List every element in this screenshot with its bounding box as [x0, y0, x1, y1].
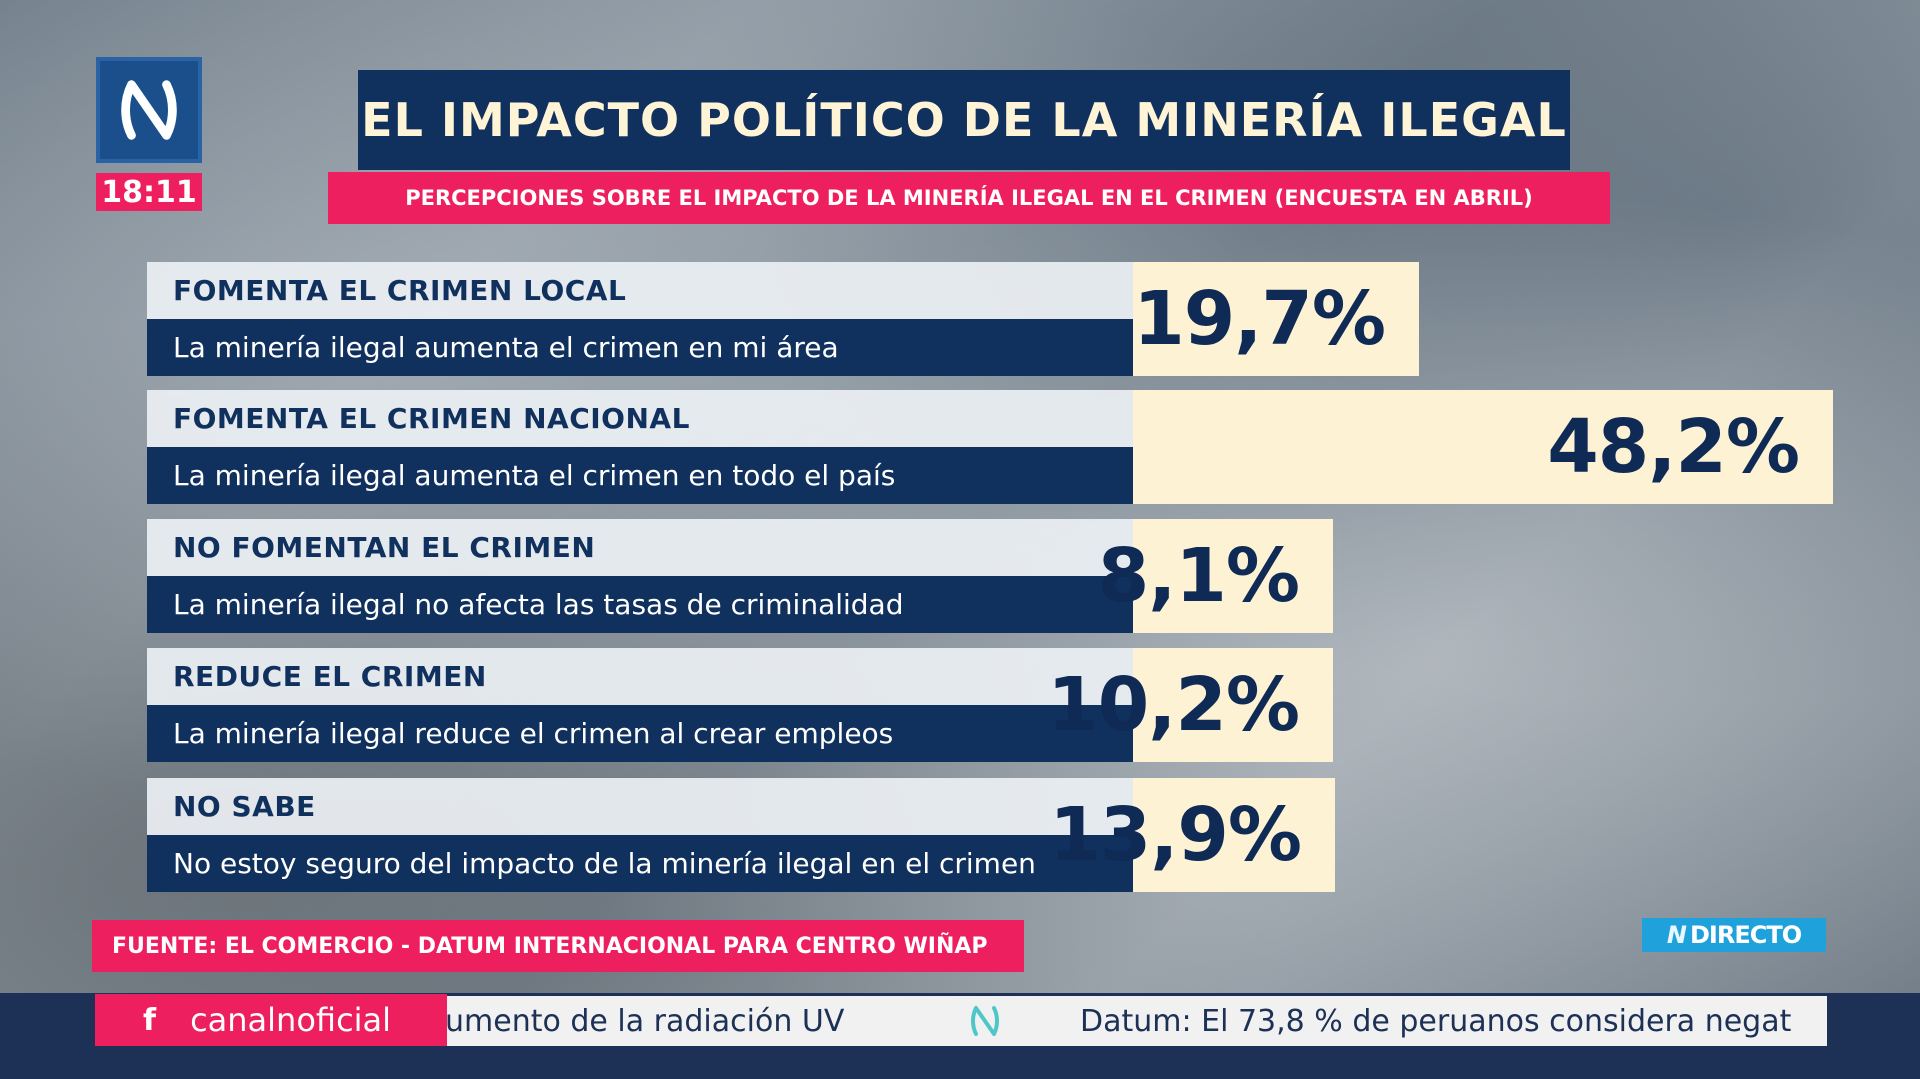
value-bar: 48,2%	[1133, 390, 1833, 504]
category-description: La minería ilegal aumenta el crimen en t…	[147, 447, 1133, 504]
category-label: FOMENTA EL CRIMEN LOCAL	[147, 262, 1133, 319]
live-badge-logo: N	[1666, 921, 1687, 949]
category-description: La minería ilegal no afecta las tasas de…	[147, 576, 1133, 633]
chart-row: NO FOMENTAN EL CRIMEN La minería ilegal …	[147, 519, 1133, 633]
source-label: FUENTE: EL COMERCIO - DATUM INTERNACIONA…	[92, 920, 1024, 972]
ticker-item: Datum: El 73,8 % de peruanos considera n…	[1080, 1003, 1792, 1039]
chart-subtitle: PERCEPCIONES SOBRE EL IMPACTO DE LA MINE…	[328, 172, 1610, 224]
category-label: REDUCE EL CRIMEN	[147, 648, 1133, 705]
chart-title: EL IMPACTO POLÍTICO DE LA MINERÍA ILEGAL	[358, 70, 1570, 170]
value-label: 8,1%	[1097, 533, 1300, 619]
value-label: 19,7%	[1133, 276, 1386, 362]
chart-row: FOMENTA EL CRIMEN LOCAL La minería ilega…	[147, 262, 1133, 376]
value-label: 10,2%	[1047, 662, 1300, 748]
canal-n-ticker-icon	[971, 1006, 999, 1036]
category-description: La minería ilegal aumenta el crimen en m…	[147, 319, 1133, 376]
value-bar: 19,7%	[1133, 262, 1419, 376]
category-description: No estoy seguro del impacto de la minerí…	[147, 835, 1133, 892]
social-handle-box: f canalnoficial	[95, 994, 447, 1046]
category-label: NO SABE	[147, 778, 1133, 835]
ticker-item: umento de la radiación UV	[445, 1003, 845, 1039]
chart-row: NO SABE No estoy seguro del impacto de l…	[147, 778, 1133, 892]
live-badge: N DIRECTO	[1642, 918, 1826, 952]
category-description: La minería ilegal reduce el crimen al cr…	[147, 705, 1133, 762]
facebook-icon: f	[143, 1002, 157, 1038]
category-label: NO FOMENTAN EL CRIMEN	[147, 519, 1133, 576]
value-label: 13,9%	[1049, 792, 1302, 878]
canal-n-logo-glyph	[121, 80, 177, 140]
value-bar: 8,1%	[1098, 519, 1333, 633]
clock-time: 18:11	[96, 173, 202, 211]
value-label: 48,2%	[1547, 404, 1800, 490]
social-handle: canalnoficial	[190, 1001, 392, 1039]
value-bar: 10,2%	[1047, 648, 1333, 762]
chart-row: FOMENTA EL CRIMEN NACIONAL La minería il…	[147, 390, 1133, 504]
category-label: FOMENTA EL CRIMEN NACIONAL	[147, 390, 1133, 447]
canal-n-logo-icon	[96, 57, 202, 163]
value-bar: 13,9%	[1049, 778, 1335, 892]
chart-row: REDUCE EL CRIMEN La minería ilegal reduc…	[147, 648, 1133, 762]
live-badge-label: DIRECTO	[1689, 921, 1802, 949]
